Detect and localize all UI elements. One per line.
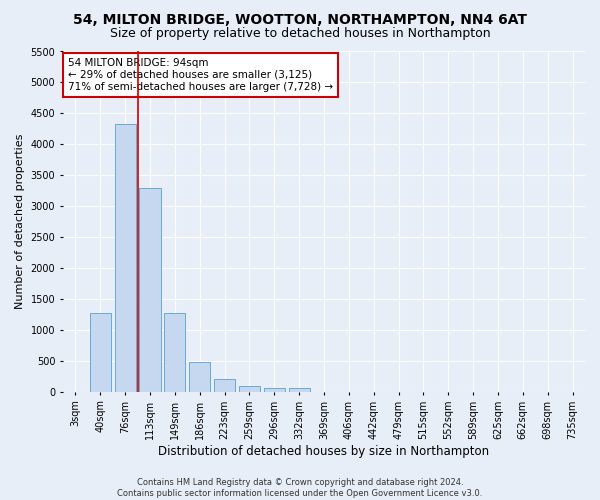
- Bar: [115, 124, 136, 392]
- Bar: [214, 379, 235, 392]
- Bar: [263, 388, 285, 392]
- Text: 54, MILTON BRIDGE, WOOTTON, NORTHAMPTON, NN4 6AT: 54, MILTON BRIDGE, WOOTTON, NORTHAMPTON,…: [73, 12, 527, 26]
- Bar: [289, 388, 310, 392]
- Bar: [139, 188, 161, 392]
- Y-axis label: Number of detached properties: Number of detached properties: [15, 134, 25, 310]
- X-axis label: Distribution of detached houses by size in Northampton: Distribution of detached houses by size …: [158, 444, 490, 458]
- Bar: [164, 312, 185, 392]
- Text: Contains HM Land Registry data © Crown copyright and database right 2024.
Contai: Contains HM Land Registry data © Crown c…: [118, 478, 482, 498]
- Bar: [239, 386, 260, 392]
- Text: 54 MILTON BRIDGE: 94sqm
← 29% of detached houses are smaller (3,125)
71% of semi: 54 MILTON BRIDGE: 94sqm ← 29% of detache…: [68, 58, 333, 92]
- Text: Size of property relative to detached houses in Northampton: Size of property relative to detached ho…: [110, 28, 490, 40]
- Bar: [89, 313, 111, 392]
- Bar: [189, 362, 210, 392]
